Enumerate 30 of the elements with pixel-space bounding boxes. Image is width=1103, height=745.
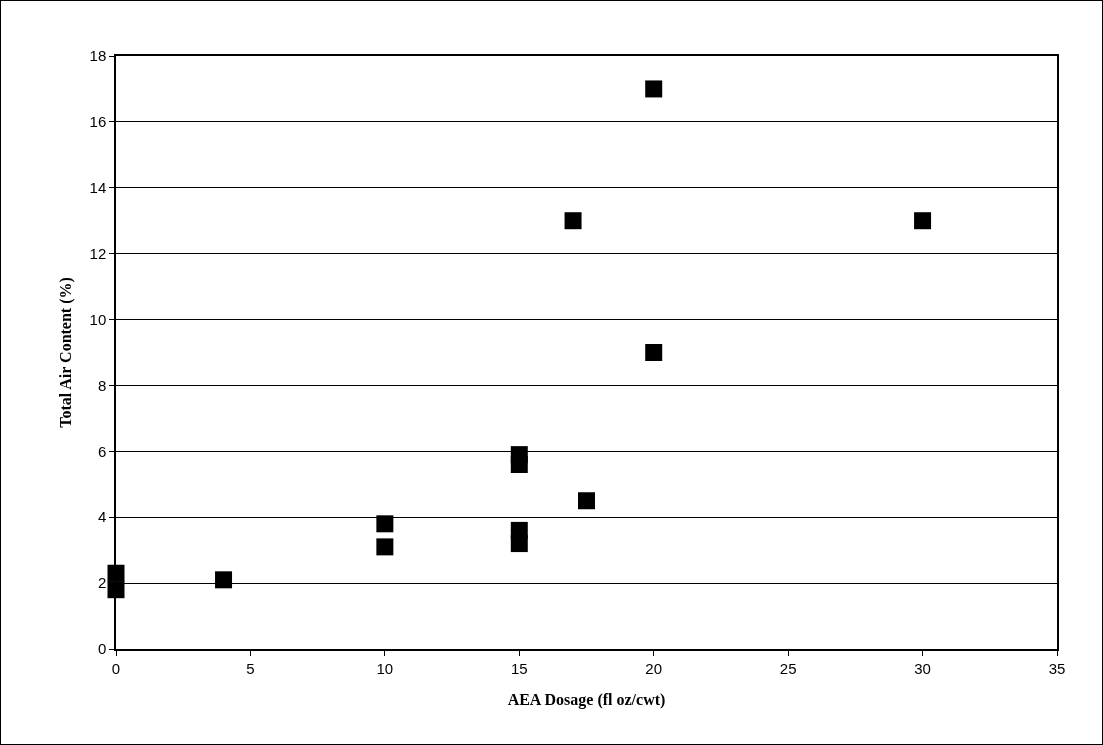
point [510,521,528,539]
x-tick-label: 20 [645,659,663,677]
y-tick-label: 6 [97,442,107,460]
x-tick-label: 0 [111,659,121,677]
point [645,344,663,361]
y-tick-label: 10 [89,310,107,328]
x-tick-label: 30 [914,659,931,677]
point [578,492,595,510]
x-axis-title: AEA Dosage (fl oz/cwt) [507,690,666,709]
point [510,446,528,464]
x-tick-label: 5 [246,659,255,677]
point [215,571,233,589]
point [645,80,663,98]
point [914,212,932,230]
y-tick-label: 4 [97,508,107,526]
x-tick-label: 25 [779,659,797,677]
point [376,515,394,533]
y-tick-label: 18 [89,47,107,65]
y-tick-label: 0 [97,640,107,658]
y-tick-label: 12 [89,244,107,262]
y-tick-label: 14 [89,179,107,197]
y-axis-title: Total Air Content (%) [56,277,75,428]
y-tick-label: 2 [97,574,107,592]
point [376,538,394,556]
y-tick-label: 16 [89,113,107,131]
y-tick-label: 8 [97,376,107,394]
x-tick-label: 35 [1048,659,1066,677]
x-tick-label: 10 [376,659,394,677]
x-tick-label: 15 [510,659,528,677]
point [564,212,582,230]
